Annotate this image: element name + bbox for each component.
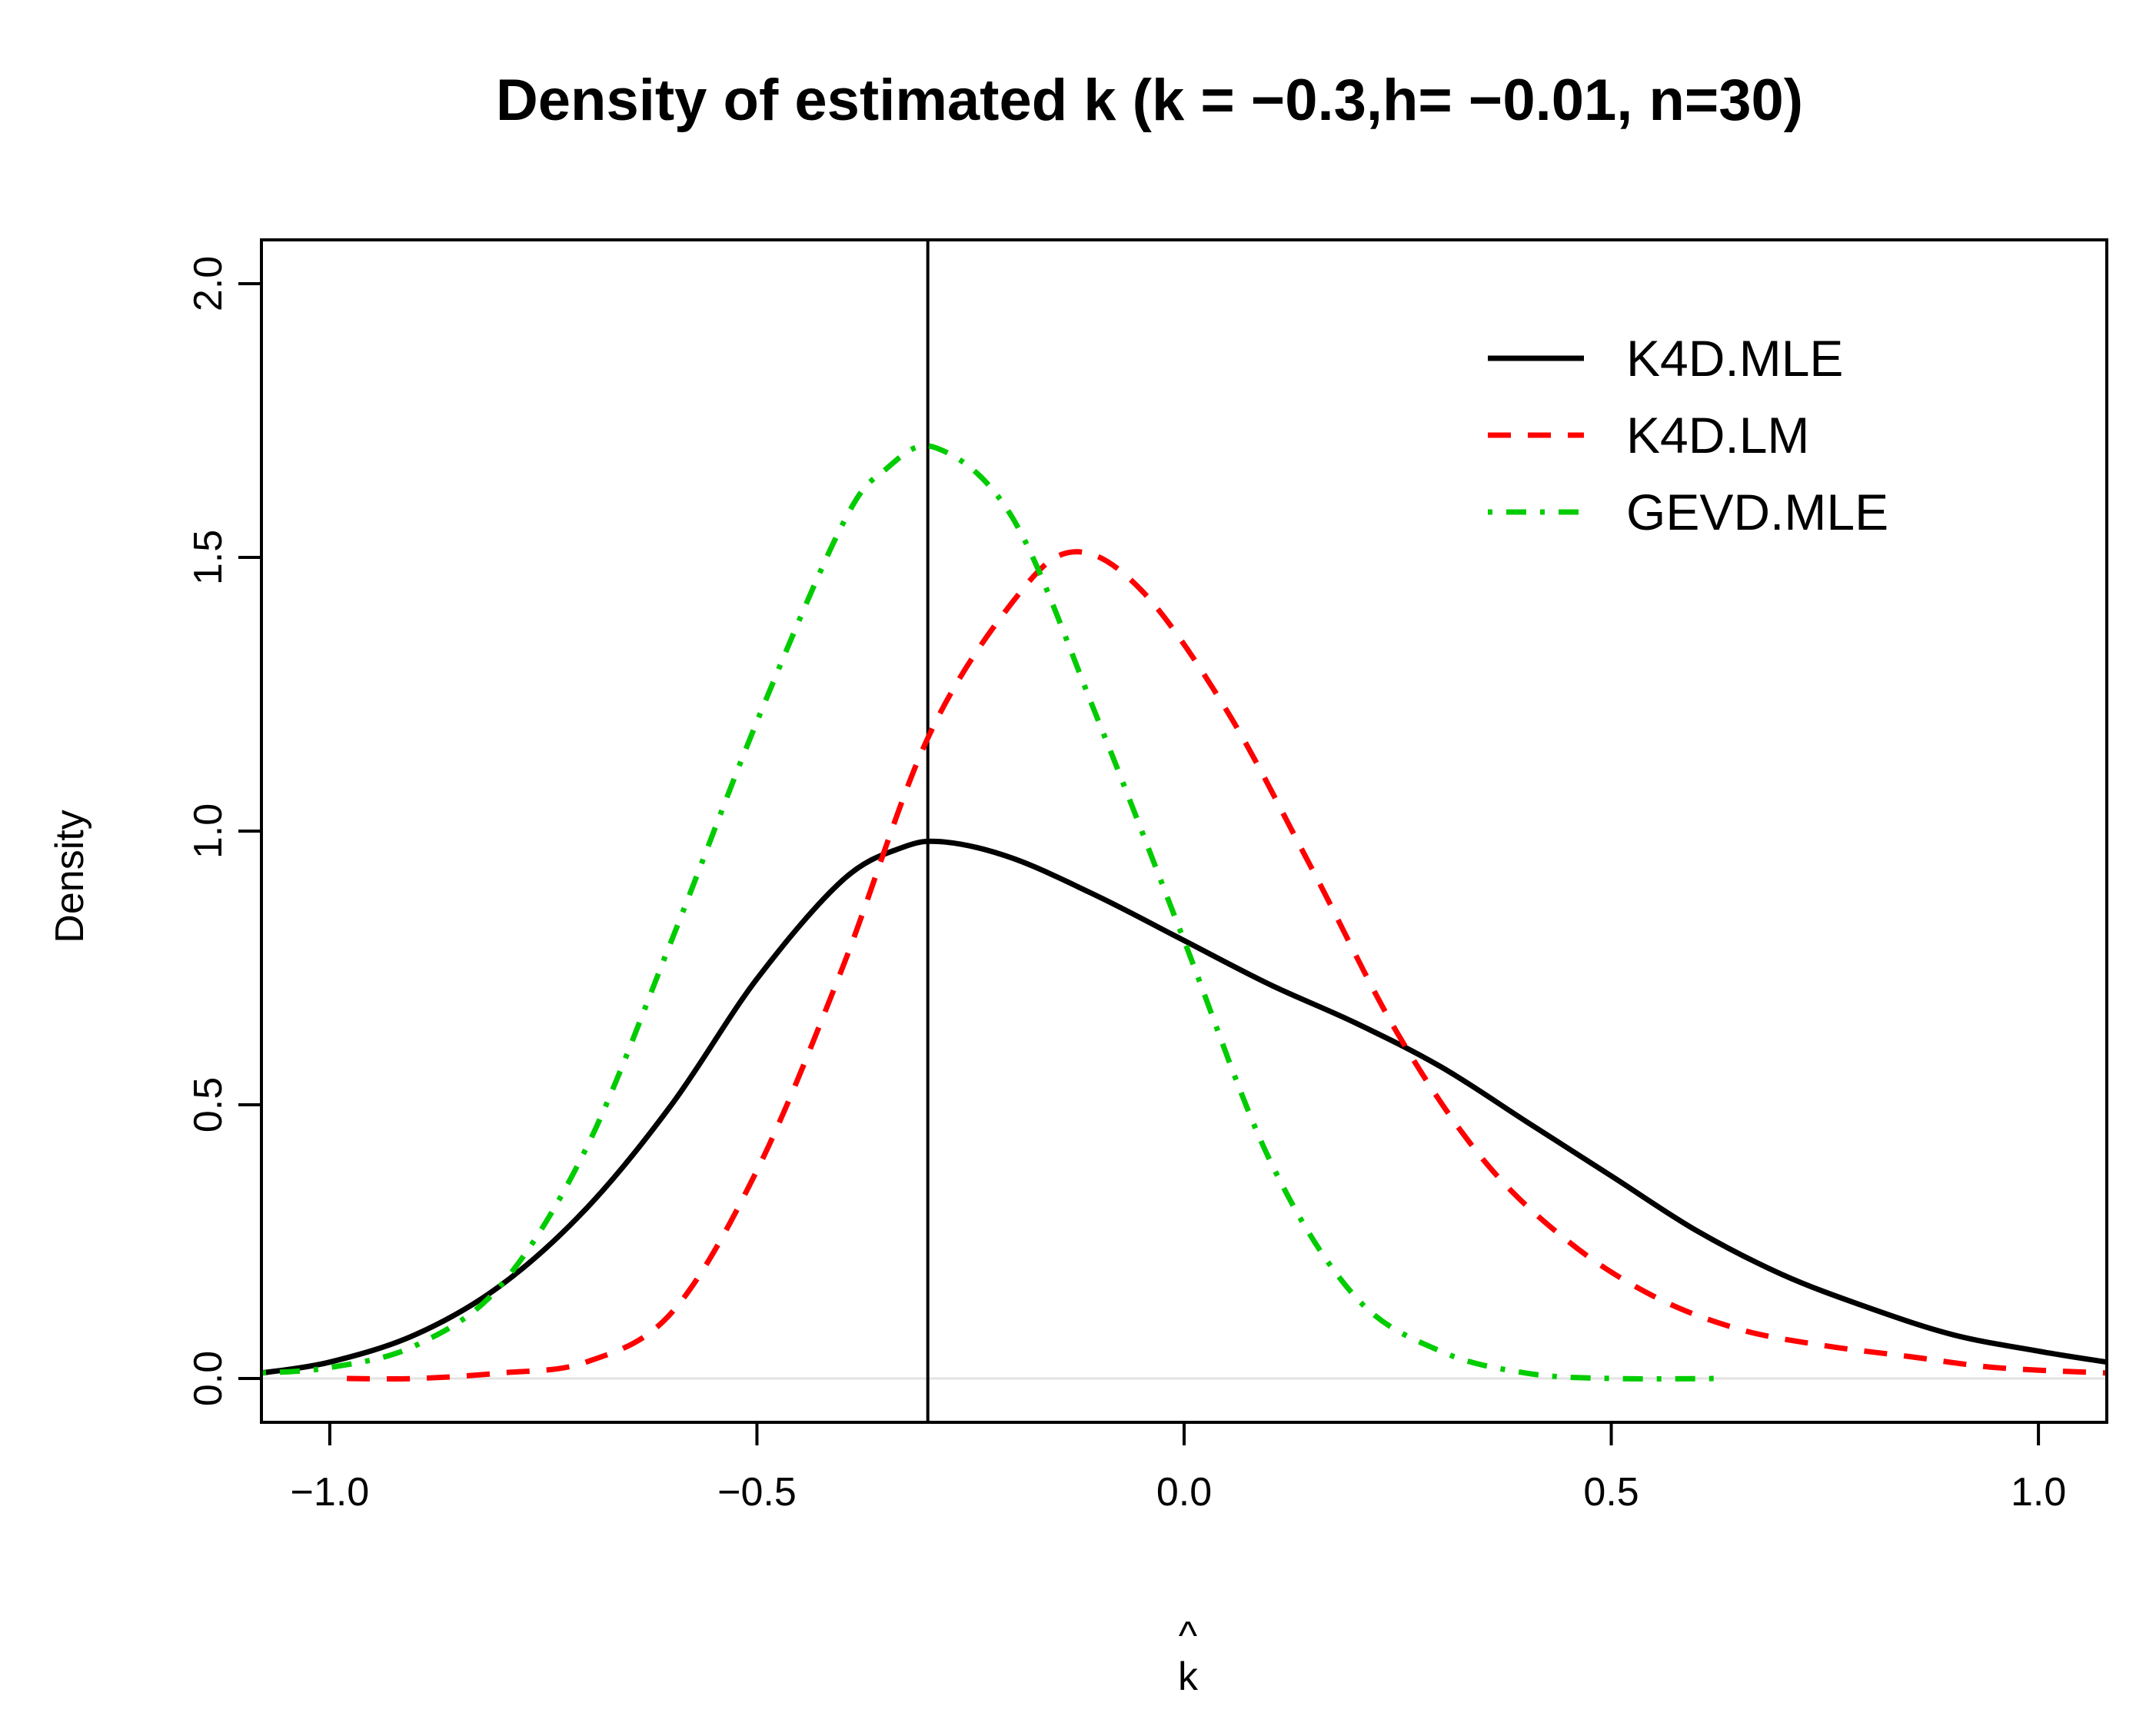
legend-label: K4D.LM	[1626, 407, 1809, 464]
x-tick-label: −1.0	[291, 1470, 370, 1515]
series-layer	[261, 443, 2108, 1382]
x-tick-label: 0.5	[1583, 1470, 1639, 1515]
x-tick-label: 1.0	[2011, 1470, 2066, 1515]
series-line-gevd-mle	[261, 443, 1723, 1382]
y-tick-label: 1.5	[186, 530, 231, 585]
y-tick-label: 1.0	[186, 803, 231, 859]
legend-label: K4D.MLE	[1626, 330, 1843, 387]
series-line-k4d-lm	[347, 549, 2108, 1382]
y-tick-label: 0.5	[186, 1077, 231, 1132]
legend: K4D.MLE K4D.LM GEVD.MLE	[1488, 330, 1888, 540]
y-axis: 0.0 0.5 1.0 1.5 2.0	[186, 256, 263, 1406]
y-axis-label: Density	[48, 810, 92, 943]
series-line-k4d-mle	[261, 838, 2108, 1376]
x-axis: −1.0 −0.5 0.0 0.5 1.0	[291, 1421, 2066, 1515]
plot-area	[260, 238, 2108, 1424]
legend-label: GEVD.MLE	[1626, 484, 1888, 540]
x-tick-label: −0.5	[717, 1470, 797, 1515]
y-tick-label: 0.0	[186, 1351, 231, 1406]
x-axis-label: k	[1178, 1654, 1199, 1699]
y-tick-label: 2.0	[186, 256, 231, 311]
plot-frame	[260, 238, 2108, 1424]
x-tick-label: 0.0	[1156, 1470, 1212, 1515]
chart-title: Density of estimated k (k = −0.3,h= −0.0…	[496, 68, 1803, 133]
x-axis-label-hat: ^	[1179, 1614, 1198, 1658]
